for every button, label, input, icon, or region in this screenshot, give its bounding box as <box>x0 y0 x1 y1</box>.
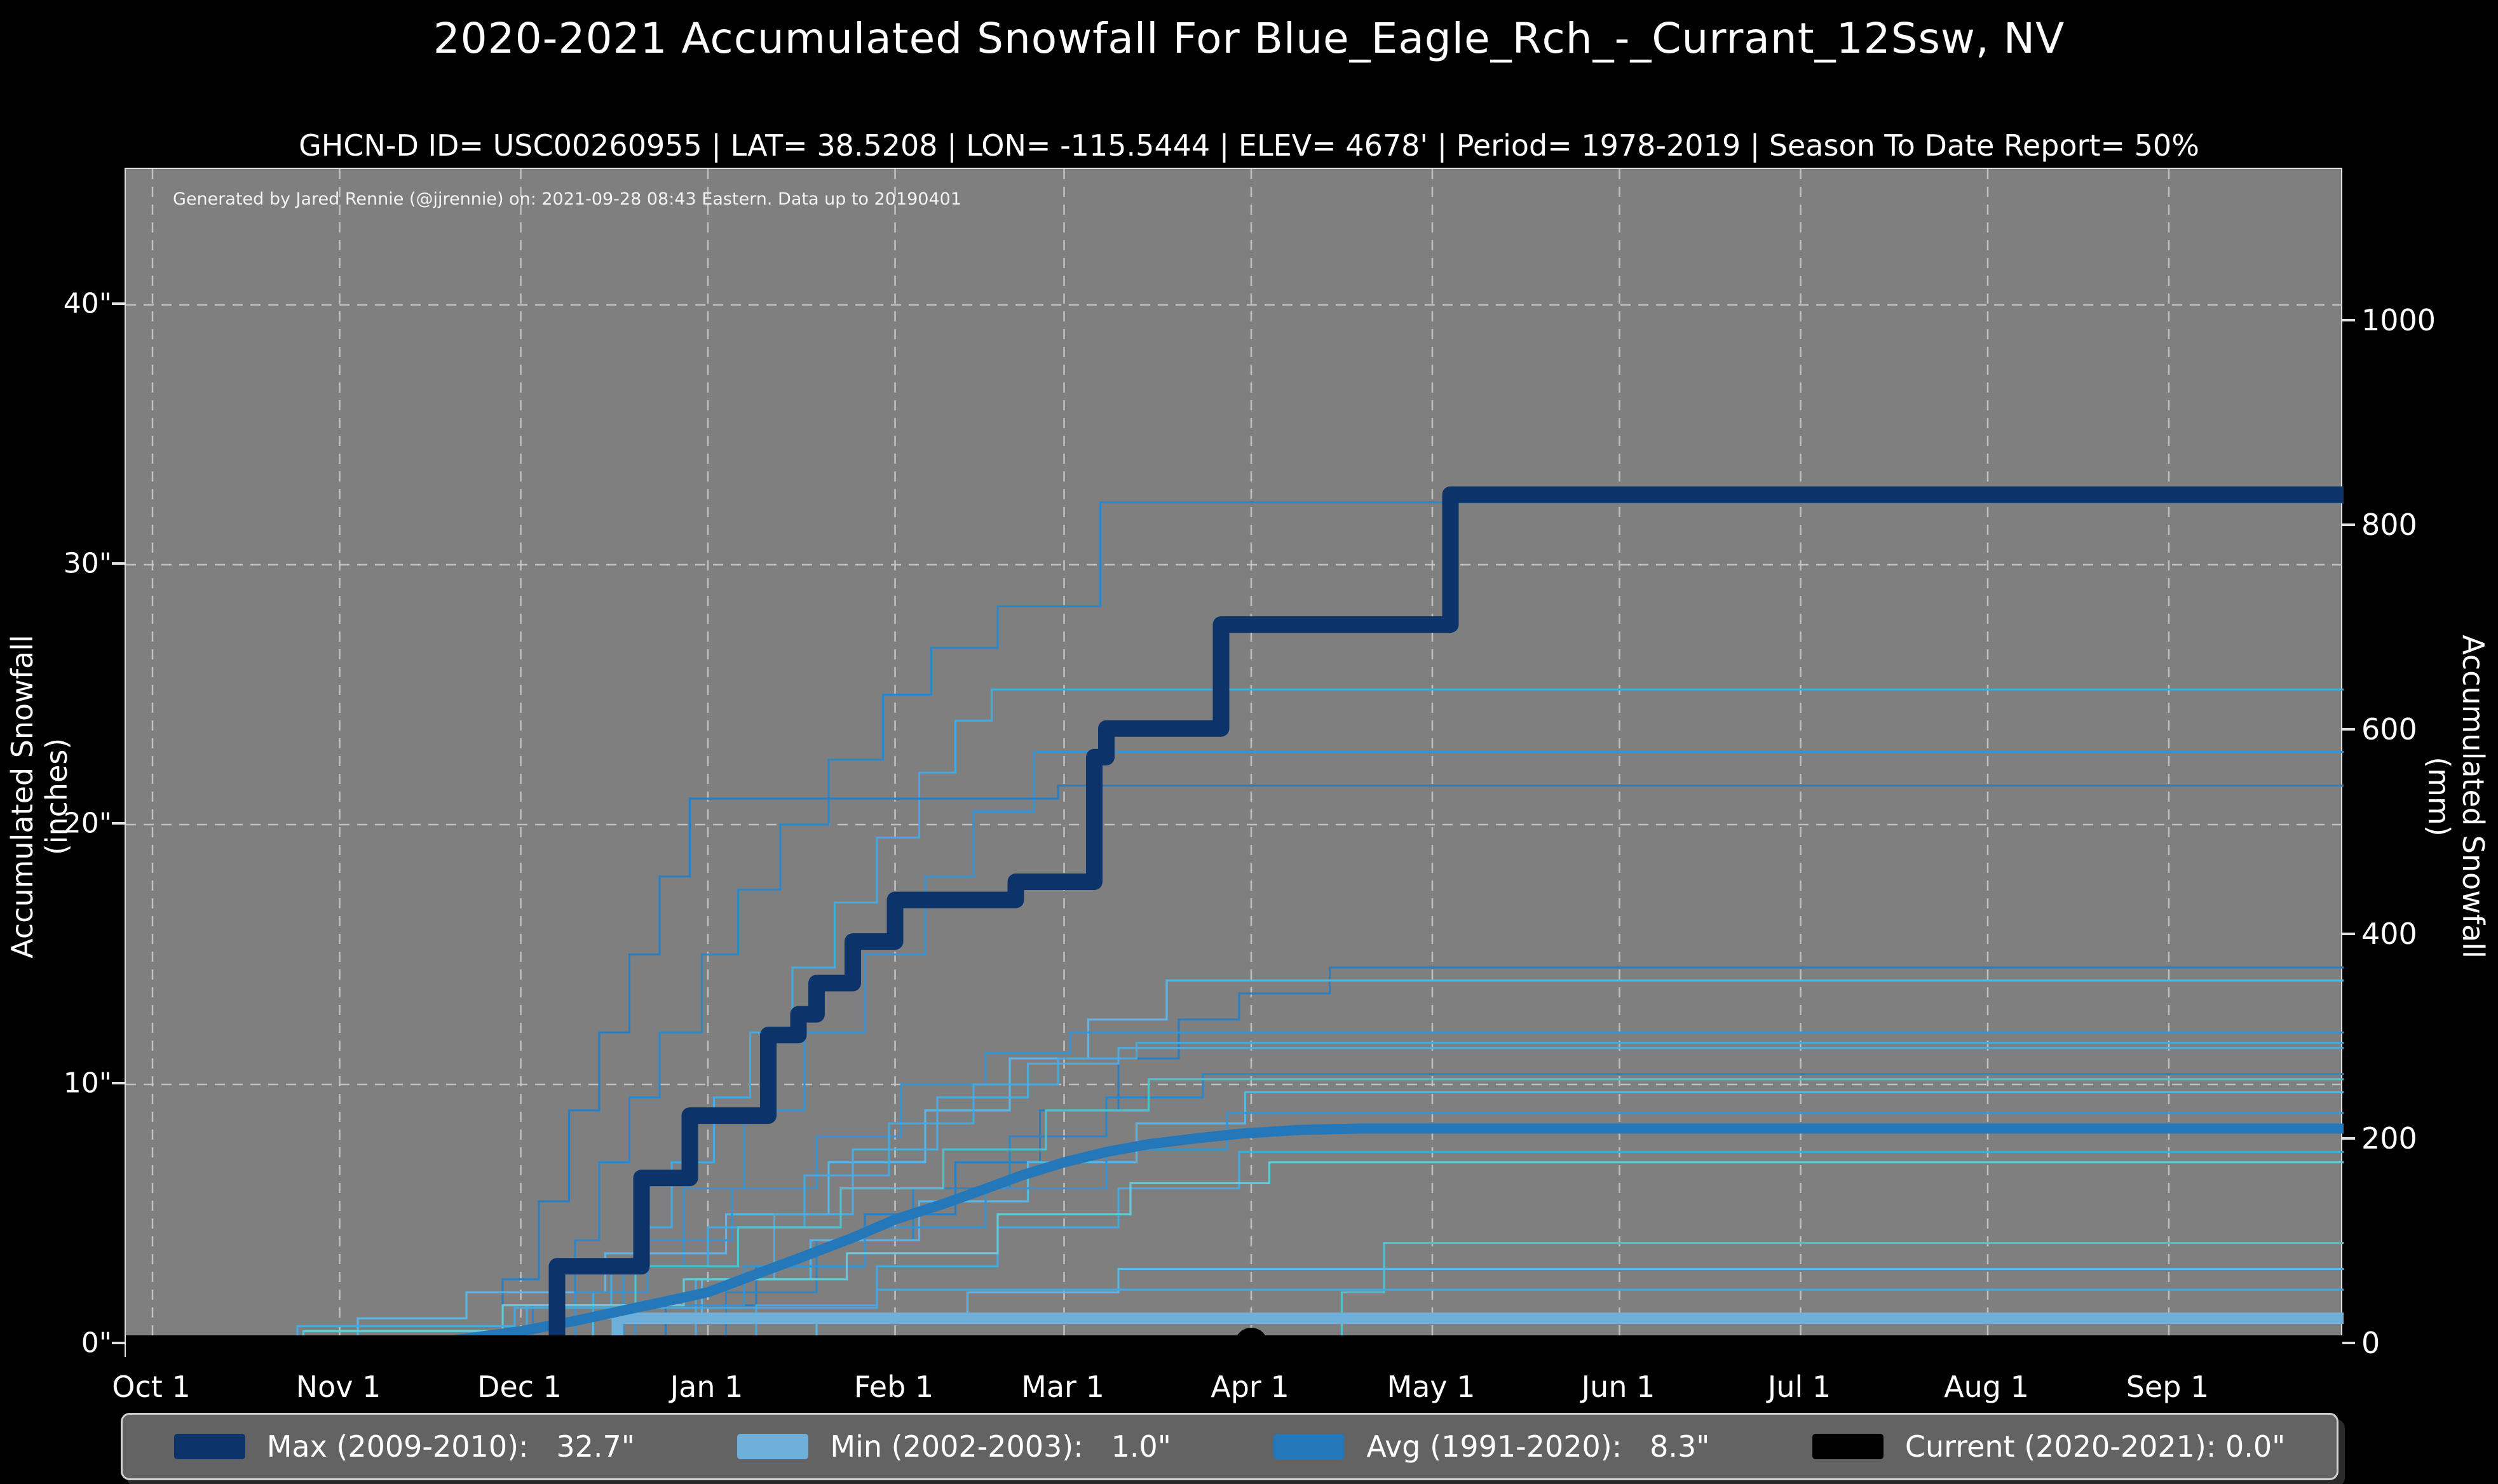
history-season-line <box>153 1072 2344 1346</box>
y-left-tick-mark <box>112 562 125 565</box>
history-season-line <box>153 1112 2344 1346</box>
y-left-tick-mark <box>112 1342 125 1344</box>
y-right-tick-label: 0 <box>2361 1326 2380 1360</box>
legend: Max (2009-2010): 32.7" Min (2002-2003): … <box>121 1413 2338 1480</box>
history-season-line <box>153 979 2344 1346</box>
max-season-line <box>144 486 2344 1352</box>
y-right-tick-mark <box>2342 318 2355 321</box>
legend-item-min: Min (2002-2003): 1.0" <box>737 1429 1171 1464</box>
y-right-tick-mark <box>2342 523 2355 526</box>
y-right-tick-label: 600 <box>2361 712 2417 746</box>
y-right-tick-label: 200 <box>2361 1121 2417 1156</box>
history-season-line <box>153 688 2344 1346</box>
y-axis-label-inches: Accumulated Snowfall (inches) <box>5 635 74 959</box>
legend-label-current: Current (2020-2021): 0.0" <box>1904 1429 2286 1464</box>
avg-line-swatch <box>1273 1434 1345 1459</box>
x-tick-label: Mar 1 <box>1021 1370 1104 1404</box>
history-season-line <box>153 1078 2344 1346</box>
y-right-tick-mark <box>2342 1137 2355 1140</box>
y-right-tick-label: 1000 <box>2361 302 2436 337</box>
max-line-swatch <box>173 1434 245 1459</box>
x-tick-label: Sep 1 <box>2126 1370 2210 1404</box>
x-tick-label: May 1 <box>1387 1370 1476 1404</box>
history-season-line <box>153 966 2344 1346</box>
legend-item-avg: Avg (1991-2020): 8.3" <box>1273 1429 1709 1464</box>
avg-season-line <box>147 1123 2344 1349</box>
x-tick-label: Jan 1 <box>670 1370 743 1404</box>
legend-label-avg: Avg (1991-2020): 8.3" <box>1366 1429 1710 1464</box>
x-tick-label: Oct 1 <box>112 1370 191 1404</box>
chart-subtitle: GHCN-D ID= USC00260955 | LAT= 38.5208 | … <box>299 128 2199 163</box>
x-tick-label: Dec 1 <box>477 1370 562 1404</box>
x-tick-label: Aug 1 <box>1944 1370 2029 1404</box>
legend-label-min: Min (2002-2003): 1.0" <box>830 1429 1171 1464</box>
y-left-tick-label: 0" <box>81 1326 112 1359</box>
generated-by-note: Generated by Jared Rennie (@jjrennie) on… <box>173 189 962 209</box>
min-line-swatch <box>737 1434 809 1459</box>
plot-area <box>125 168 2344 1358</box>
y-left-tick-mark <box>112 822 125 825</box>
y-axis-label-mm: Accumulated Snowfall (mm) <box>2422 635 2490 959</box>
y-left-tick-label: 40" <box>63 287 112 320</box>
x-tick-label: Nov 1 <box>295 1370 381 1404</box>
chart-title: 2020-2021 Accumulated Snowfall For Blue_… <box>433 14 2065 63</box>
y-right-tick-mark <box>2342 1342 2355 1344</box>
history-season-line <box>153 1161 2344 1346</box>
history-season-line <box>153 1041 2344 1346</box>
y-left-tick-mark <box>112 302 125 305</box>
y-left-tick-mark <box>112 1082 125 1084</box>
legend-item-max: Max (2009-2010): 32.7" <box>173 1429 635 1464</box>
y-right-tick-label: 800 <box>2361 507 2417 542</box>
legend-label-max: Max (2009-2010): 32.7" <box>266 1429 635 1464</box>
y-right-tick-label: 400 <box>2361 916 2417 951</box>
y-right-tick-mark <box>2342 727 2355 731</box>
x-tick-label: Apr 1 <box>1211 1370 1289 1404</box>
y-left-tick-label: 30" <box>63 547 112 580</box>
history-season-line <box>153 784 2344 1346</box>
x-tick-label: Jul 1 <box>1767 1370 1831 1404</box>
y-left-tick-label: 20" <box>63 807 112 840</box>
history-season-line <box>153 501 2344 1346</box>
x-tick-label: Feb 1 <box>853 1370 934 1404</box>
y-left-tick-label: 10" <box>63 1067 112 1100</box>
current-end-marker-dot <box>1235 1328 1268 1358</box>
current-line-swatch <box>1812 1434 1884 1459</box>
snowfall-chart-canvas <box>126 169 2344 1358</box>
x-tick-label: Jun 1 <box>1581 1370 1655 1404</box>
y-right-tick-mark <box>2342 932 2355 935</box>
legend-item-current: Current (2020-2021): 0.0" <box>1812 1429 2285 1464</box>
